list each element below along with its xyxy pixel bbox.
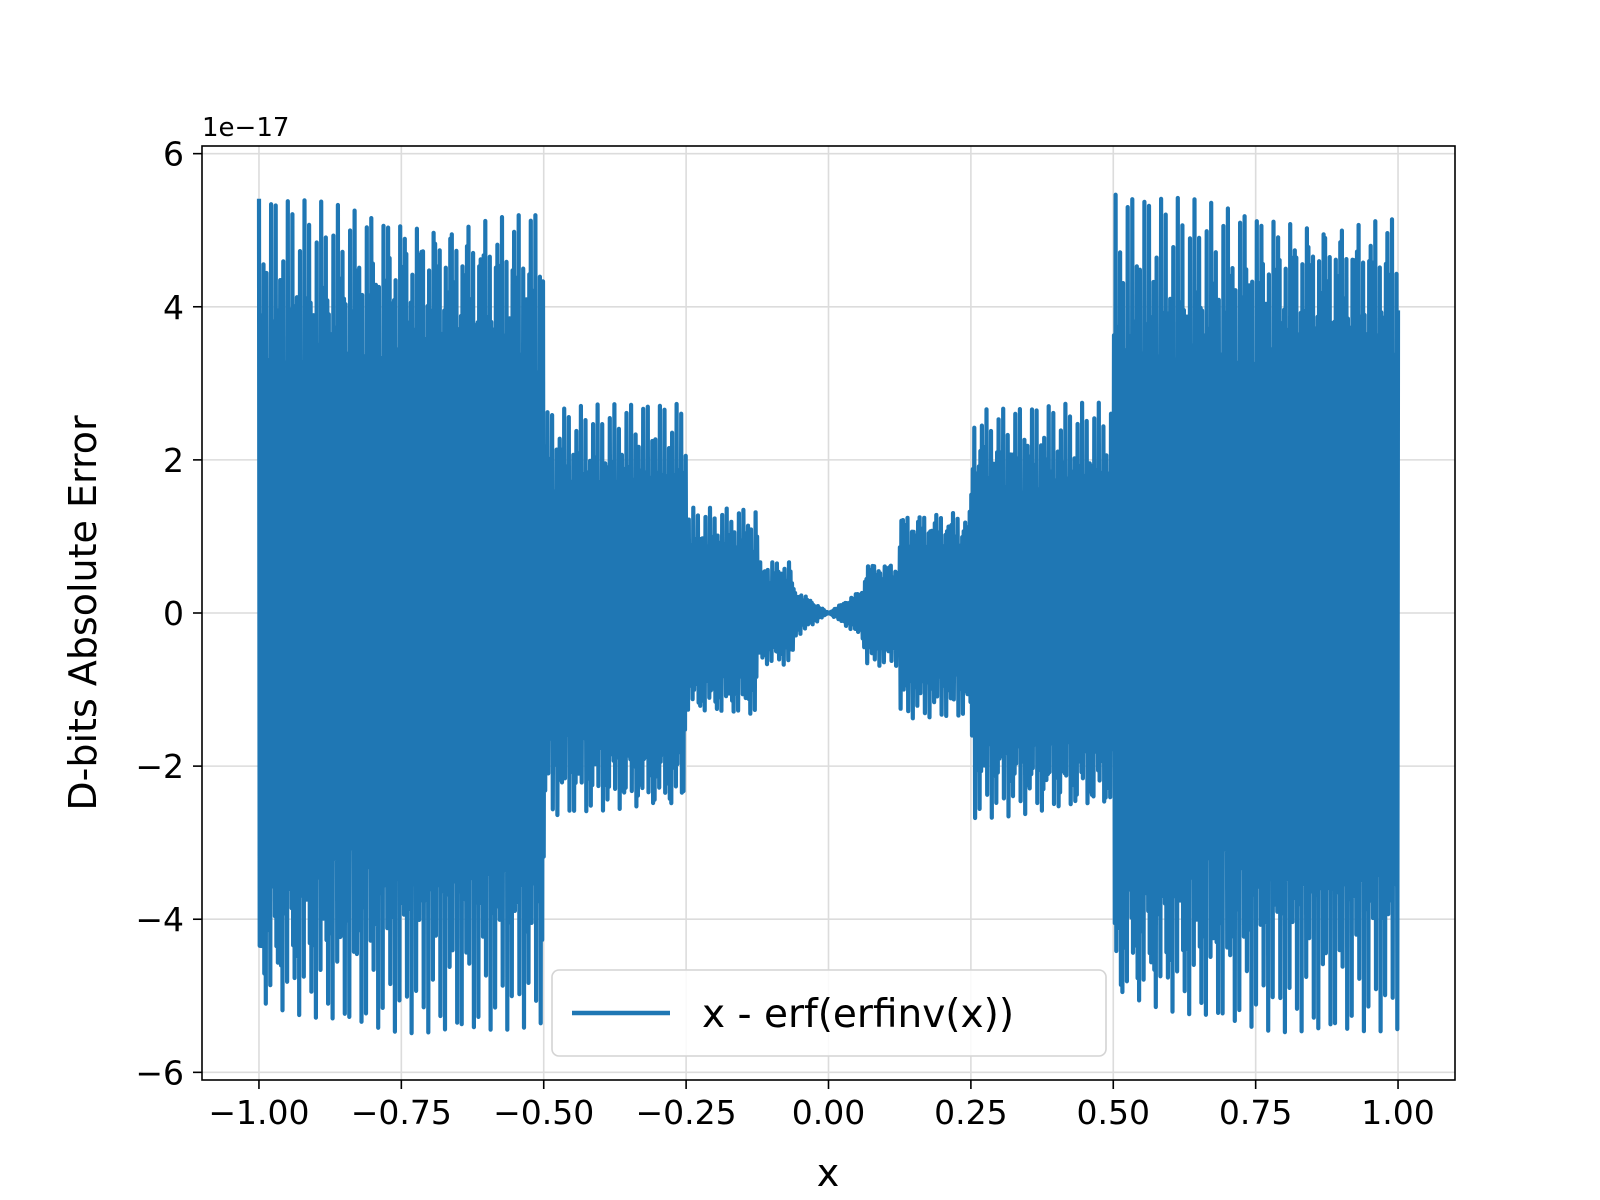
y-tick-label: 6 bbox=[163, 135, 184, 174]
x-tick-label: 0.75 bbox=[1219, 1093, 1292, 1132]
x-tick-label: 1.00 bbox=[1361, 1093, 1434, 1132]
x-tick-label: −0.75 bbox=[351, 1093, 452, 1132]
x-tick-label: −0.50 bbox=[493, 1093, 594, 1132]
y-tick-label: −6 bbox=[135, 1053, 184, 1092]
x-tick-label: 0.50 bbox=[1077, 1093, 1150, 1132]
x-axis-label: x bbox=[817, 1151, 840, 1195]
x-tick-label: 0.00 bbox=[792, 1093, 865, 1132]
legend: x - erf(erfinv(x)) bbox=[551, 969, 1107, 1057]
y-axis-label: D-bits Absolute Error bbox=[61, 415, 105, 811]
x-tick-label: −0.25 bbox=[636, 1093, 737, 1132]
x-tick-label: −1.00 bbox=[208, 1093, 309, 1132]
y-tick-label: 4 bbox=[163, 288, 184, 327]
y-axis: −6 −4 −2 0 2 4 6 bbox=[135, 135, 202, 1092]
y-tick-label: 0 bbox=[163, 594, 184, 633]
y-tick-label: 2 bbox=[163, 441, 184, 480]
legend-label: x - erf(erfinv(x)) bbox=[702, 992, 1014, 1037]
legend-box bbox=[551, 969, 1107, 1057]
y-offset-label: 1e−17 bbox=[202, 113, 289, 143]
x-axis: −1.00 −0.75 −0.50 −0.25 0.00 0.25 0.50 0.75 1.00 bbox=[208, 1080, 1435, 1132]
y-tick-label: −2 bbox=[135, 747, 184, 786]
series-layer bbox=[256, 192, 1401, 1036]
y-tick-label: −4 bbox=[135, 900, 184, 939]
x-tick-label: 0.25 bbox=[934, 1093, 1007, 1132]
series-line bbox=[256, 192, 1401, 1036]
